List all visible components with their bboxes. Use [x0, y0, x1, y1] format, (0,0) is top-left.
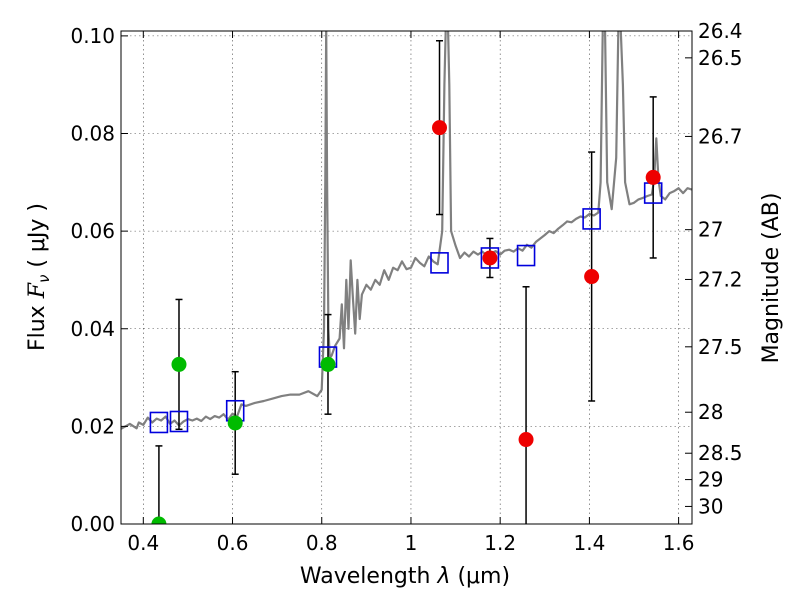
green-data-point [171, 356, 187, 372]
red-data-point [482, 250, 498, 266]
mag-tick-label: 26.7 [698, 124, 743, 148]
model-photometry-square [480, 247, 500, 269]
model-photometry-square [149, 411, 169, 434]
green-data-point [320, 356, 336, 372]
error-bars-layer [155, 40, 657, 524]
y-axis-label: Flux Fν ( μJy ) [25, 203, 55, 351]
x-tick-label: 1.6 [663, 531, 695, 555]
x-tick-label: 1.2 [484, 531, 516, 555]
x-tick-label: 0.6 [217, 531, 249, 555]
x-tick-label: 0.8 [306, 531, 338, 555]
x-axis-label-text: Wavelength [300, 564, 431, 589]
mag-tick-label: 27.5 [698, 335, 743, 359]
y2-axis-label: Magnitude (AB) [759, 193, 784, 364]
mag-tick-label: 28.5 [698, 441, 743, 465]
red-data-point [432, 120, 448, 136]
model-photometry-square [169, 410, 189, 433]
sed-model-line [121, 31, 692, 430]
y-axis-label-subscript: ν [35, 275, 53, 283]
mag-tick-label: 29 [698, 468, 723, 492]
y-tick-label: 0.04 [70, 317, 115, 341]
tick-labels: 0.4 0.6 0.8 1 1.2 1.4 1.6 0.00 0.02 0.04 0.06 0.08 0… [70, 19, 742, 555]
grid-lines [121, 31, 692, 524]
green-data-point [227, 415, 243, 431]
red-data-point [584, 269, 600, 285]
axis-ticks [121, 30, 692, 525]
red-data-point [645, 169, 661, 185]
sed-model-layer [121, 31, 692, 430]
x-axis-label: Wavelength λ (μm) [300, 564, 510, 589]
green-data-point [151, 516, 167, 524]
model-photometry-square [430, 252, 449, 274]
x-tick-label: 0.4 [127, 531, 159, 555]
y-tick-label: 0.02 [70, 414, 115, 438]
y-tick-label: 0.00 [70, 512, 115, 536]
mag-tick-label: 27.2 [698, 267, 743, 291]
plot-frame [120, 30, 693, 525]
x-axis-label-symbol: λ [436, 564, 450, 589]
y-axis-label-symbol: F [25, 282, 50, 299]
mag-tick-label: 26.5 [698, 46, 743, 70]
mag-tick-label: 26.4 [698, 19, 743, 43]
mag-tick-label: 30 [698, 494, 723, 518]
mag-tick-label: 28 [698, 400, 723, 424]
mag-tick-label: 27 [698, 218, 723, 242]
y-tick-label: 0.10 [70, 24, 115, 48]
red-data-point [518, 432, 534, 448]
y-tick-label: 0.08 [70, 122, 115, 146]
model-photometry-square [516, 244, 536, 267]
model-photometry-square [582, 208, 601, 230]
x-tick-label: 1.4 [573, 531, 605, 555]
model-photometry-layer [149, 182, 663, 434]
y-axis-label-unit: ( μJy ) [25, 203, 50, 268]
x-axis-label-unit: (μm) [457, 564, 510, 589]
y-tick-label: 0.06 [70, 219, 115, 243]
observed-points-layer [151, 120, 661, 524]
x-tick-label: 1 [405, 531, 418, 555]
y-axis-label-text: Flux [25, 305, 50, 351]
